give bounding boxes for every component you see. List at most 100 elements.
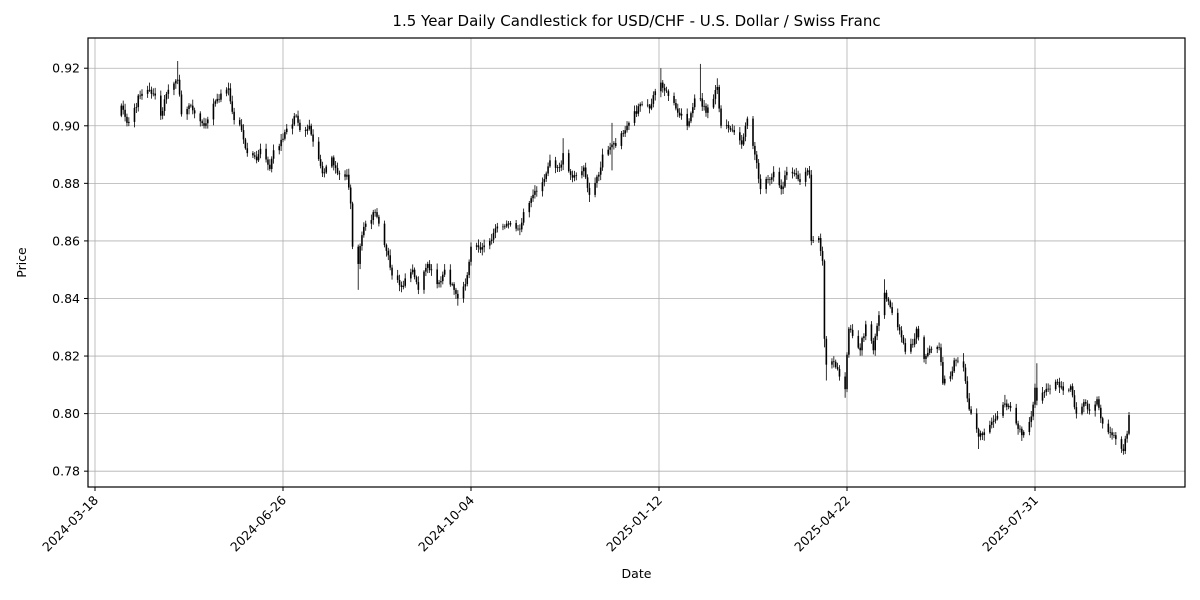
candle-body [767, 178, 769, 180]
candle-body [795, 173, 798, 175]
candle-body [831, 361, 833, 365]
candle-body [838, 368, 841, 377]
candle-body [846, 354, 848, 390]
candle-body [284, 132, 286, 139]
candle-body [851, 329, 854, 336]
candle-body [923, 337, 925, 359]
candle-body [891, 307, 893, 313]
candle-body [1111, 432, 1113, 436]
candle-body [804, 171, 807, 182]
candle-body [468, 261, 470, 276]
y-tick-label: 0.82 [52, 349, 80, 364]
candle-body [970, 409, 972, 414]
candle-body [692, 107, 694, 114]
candle-body [462, 286, 465, 299]
candle-body [449, 269, 452, 285]
candle-body [331, 157, 333, 167]
y-tick-label: 0.88 [52, 176, 80, 191]
candle-body [1002, 404, 1004, 416]
candle-body [338, 173, 341, 175]
candle-body [336, 167, 339, 174]
candle-body [502, 226, 504, 228]
candle-body [686, 113, 688, 126]
candle-body [701, 98, 704, 107]
candle-body [160, 95, 162, 116]
candle-body [733, 130, 735, 133]
candle-body [925, 355, 927, 359]
candle-body [648, 105, 651, 109]
candle-body [126, 116, 128, 123]
candle-body [569, 171, 572, 175]
candle-body [244, 139, 247, 149]
candle-body [188, 105, 190, 110]
candle-body [613, 143, 615, 145]
candle-body [229, 88, 232, 102]
candle-body [376, 212, 378, 217]
candle-body [791, 171, 794, 174]
candle-body [962, 361, 965, 368]
candle-body [614, 143, 617, 146]
candle-body [718, 86, 720, 109]
candle-body [517, 228, 519, 230]
candle-body [693, 98, 696, 108]
candle-body [152, 93, 155, 95]
candle-body [556, 167, 559, 169]
candle-body [489, 240, 491, 246]
candle-body [475, 245, 478, 247]
candle-body [904, 342, 907, 352]
candle-body [622, 133, 625, 135]
candle-body [859, 347, 861, 351]
candle-body [218, 98, 220, 100]
candle-body [410, 272, 412, 279]
candle-body [759, 178, 762, 190]
candle-body [415, 277, 418, 282]
candle-body [242, 130, 245, 140]
candle-body [994, 418, 997, 421]
candle-body [175, 80, 177, 84]
candle-body [746, 118, 749, 126]
candle-body [865, 324, 867, 337]
candle-body [757, 162, 760, 179]
candle-body [878, 315, 880, 326]
candle-body [885, 292, 888, 299]
candle-body [167, 89, 170, 94]
candle-body [703, 105, 705, 107]
candle-body [744, 125, 747, 137]
candle-body [549, 160, 551, 167]
candle-body [1004, 403, 1006, 405]
candle-body [135, 107, 138, 108]
x-tick-label: 2025-07-31 [979, 493, 1041, 555]
candle-body [786, 171, 788, 176]
candle-body [543, 179, 546, 183]
candle-body [1009, 405, 1012, 408]
candle-body [857, 335, 860, 348]
candle-body [560, 164, 563, 168]
candle-body [505, 223, 508, 227]
candle-body [667, 91, 670, 96]
candle-body [611, 144, 613, 148]
candle-body [677, 108, 679, 113]
candle-body [652, 95, 655, 104]
candle-body [754, 145, 756, 155]
candle-body [1083, 402, 1085, 407]
candle-body [977, 429, 980, 437]
candle-body [285, 128, 288, 133]
candle-body [492, 232, 495, 240]
candle-body [494, 228, 497, 233]
x-axis-label: Date [621, 566, 652, 581]
candle-body [267, 159, 269, 165]
candle-body [949, 376, 952, 379]
candle-body [310, 125, 312, 135]
candle-body [848, 328, 850, 355]
candle-body [254, 155, 256, 157]
candle-body [191, 105, 194, 111]
candle-body [780, 185, 782, 190]
candle-body [231, 101, 234, 112]
candle-body [402, 285, 405, 287]
candle-body [624, 130, 626, 134]
candle-body [541, 182, 544, 192]
candle-body [966, 381, 969, 399]
candle-body [453, 284, 455, 290]
candle-body [861, 338, 863, 351]
candle-body [938, 347, 940, 348]
